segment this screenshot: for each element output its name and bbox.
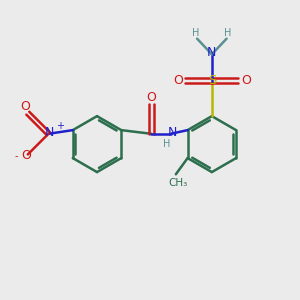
Text: O: O xyxy=(20,100,30,113)
Text: +: + xyxy=(56,122,64,131)
Text: N: N xyxy=(207,46,217,59)
Text: H: H xyxy=(224,28,232,38)
Text: N: N xyxy=(45,126,55,139)
Text: H: H xyxy=(164,139,171,149)
Text: O: O xyxy=(173,74,183,87)
Text: O: O xyxy=(146,92,156,104)
Text: O: O xyxy=(241,74,250,87)
Text: -: - xyxy=(15,151,18,161)
Text: N: N xyxy=(167,126,177,139)
Text: O: O xyxy=(21,149,31,162)
Text: CH₃: CH₃ xyxy=(169,178,188,188)
Text: S: S xyxy=(208,74,216,87)
Text: H: H xyxy=(192,28,199,38)
